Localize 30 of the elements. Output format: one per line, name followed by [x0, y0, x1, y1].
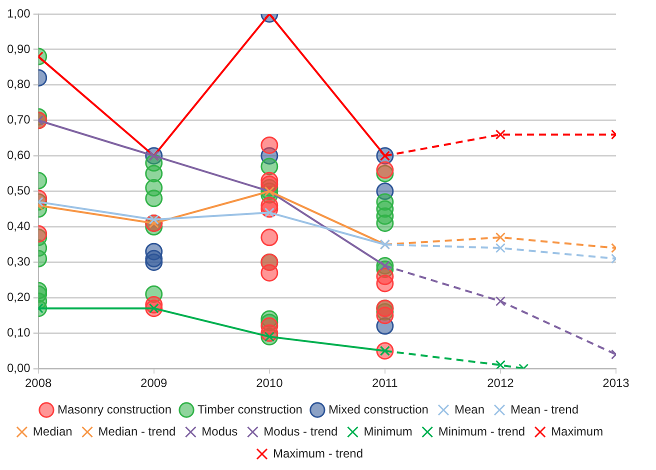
y-tick-label: 1,00 [6, 6, 31, 20]
y-tick-label: 0,80 [6, 77, 31, 92]
y-tick-label: 0,40 [6, 219, 31, 234]
legend-label: Timber construction [198, 402, 302, 416]
legend-label: Minimum - trend [438, 424, 526, 438]
legend-label: Mean - trend [510, 402, 579, 416]
y-tick-label: 0,50 [6, 184, 31, 198]
x-tick-label: 2008 [25, 376, 52, 390]
x-tick-label: 2011 [372, 376, 398, 390]
y-tick-label: 0,30 [6, 254, 31, 269]
legend-label: Median [32, 424, 72, 438]
x-tick-label: 2010 [256, 376, 284, 390]
legend-label: Median - trend [98, 424, 176, 438]
legend-label: Masonry construction [57, 402, 172, 416]
legend-label: Minimum [364, 424, 412, 438]
legend-label: Mean [454, 402, 485, 416]
y-tick-label: 0,60 [6, 148, 31, 162]
y-tick-label: 0,90 [6, 42, 31, 56]
y-tick-label: 0,00 [6, 360, 31, 375]
x-tick-label: 2009 [140, 376, 168, 390]
legend-label: Mixed construction [328, 402, 428, 416]
y-tick-label: 0,10 [6, 325, 31, 340]
legend-label: Modus [202, 424, 238, 438]
x-tick-label: 2012 [487, 376, 514, 390]
x-tick-label: 2013 [602, 376, 630, 390]
legend-label: Maximum - trend [272, 446, 364, 460]
legend-label: Modus - trend [264, 424, 338, 438]
legend-label: Maximum [551, 424, 604, 438]
y-tick-label: 0,20 [6, 290, 31, 304]
y-tick-label: 0,70 [6, 112, 31, 127]
